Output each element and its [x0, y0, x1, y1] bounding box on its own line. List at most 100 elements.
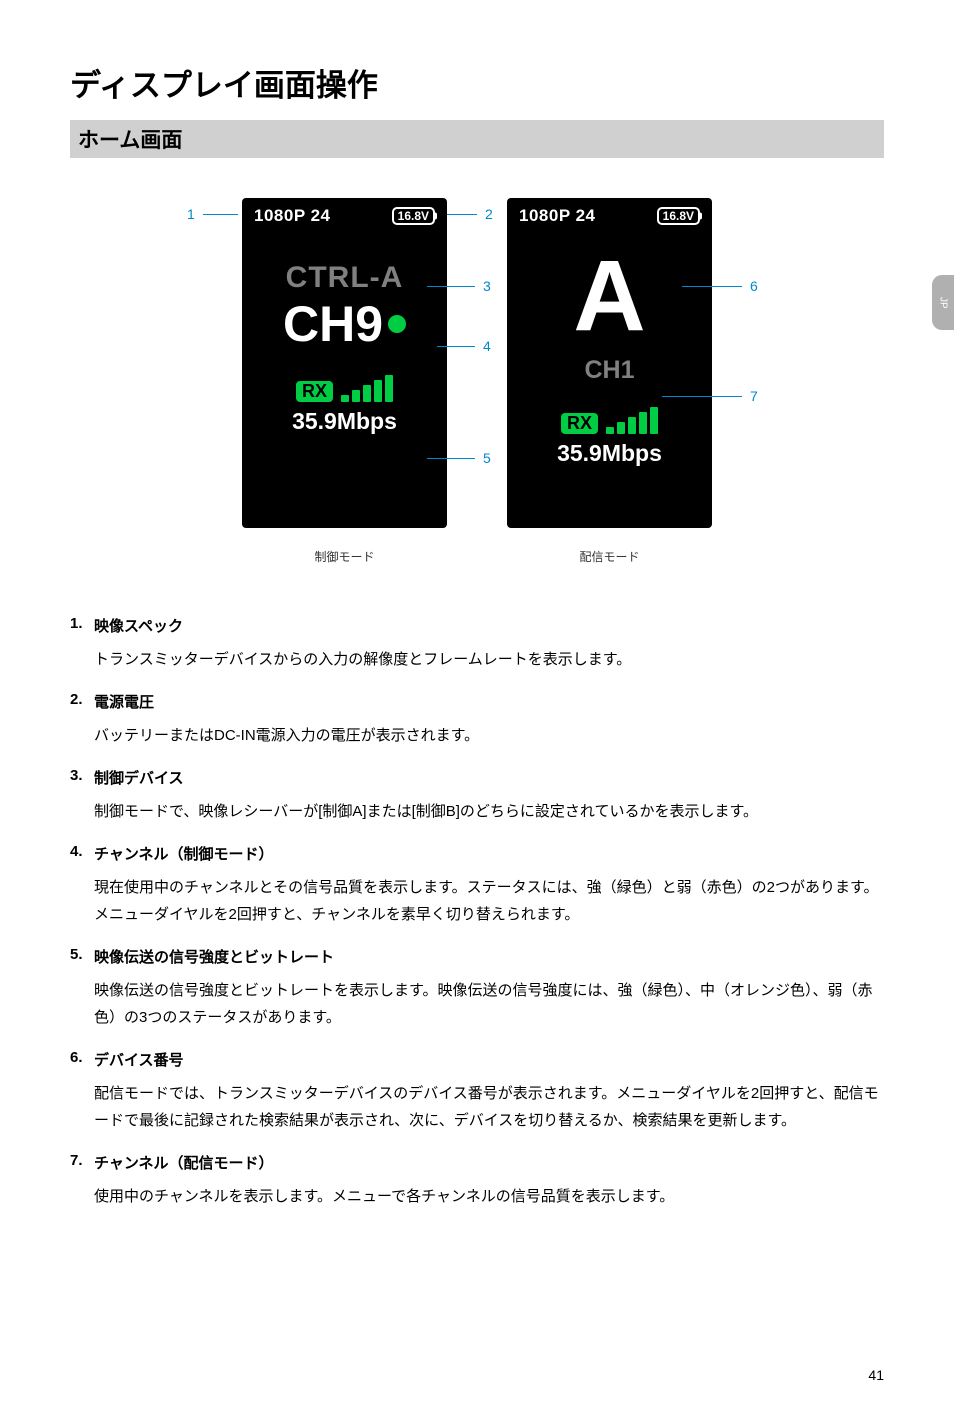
voltage-value: 16.8V [663, 209, 694, 223]
rx-badge: RX [296, 381, 333, 402]
signal-bar [617, 422, 625, 434]
callout-6: 6 [682, 278, 758, 294]
item-title: 7. チャンネル（配信モード） [70, 1152, 884, 1173]
signal-bars [341, 375, 393, 402]
video-spec: 1080P 24 [254, 206, 330, 226]
callout-1-num: 1 [187, 206, 195, 222]
callout-line [682, 286, 742, 287]
callout-line [437, 346, 475, 347]
channel-status-dot [388, 315, 406, 333]
voltage-value: 16.8V [398, 209, 429, 223]
screen-top-row: 1080P 24 16.8V [507, 206, 712, 226]
device-screen-control: 1080P 24 16.8V CTRL-A CH9 RX [242, 198, 447, 528]
signal-bar [352, 390, 360, 402]
displays-row: 1 1080P 24 16.8V CTRL-A CH9 R [70, 198, 884, 565]
item-title-text: 映像スペック [94, 615, 183, 636]
callout-line [427, 458, 475, 459]
callout-line [447, 214, 477, 215]
display-unit-control: 1 1080P 24 16.8V CTRL-A CH9 R [242, 198, 447, 565]
list-item: 7. チャンネル（配信モード） 使用中のチャンネルを表示します。メニューで各チャ… [70, 1152, 884, 1210]
list-item: 3. 制御デバイス 制御モードで、映像レシーバーが[制御A]または[制御B]のど… [70, 767, 884, 825]
callout-line [203, 214, 238, 215]
callout-3: 3 [427, 278, 491, 294]
item-title: 6. デバイス番号 [70, 1049, 884, 1070]
device-screen-broadcast: 1080P 24 16.8V A CH1 RX [507, 198, 712, 528]
item-title: 1. 映像スペック [70, 615, 884, 636]
language-tab: JP [932, 275, 954, 330]
signal-bar [650, 407, 658, 434]
mode-caption-control: 制御モード [314, 548, 374, 565]
item-desc: 使用中のチャンネルを表示します。メニューで各チャンネルの信号品質を表示します。 [70, 1183, 884, 1210]
channel-row: CH9 [283, 295, 406, 353]
page-title: ディスプレイ画面操作 [70, 60, 884, 105]
item-desc: 映像伝送の信号強度とビットレートを表示します。映像伝送の信号強度には、強（緑色）… [70, 977, 884, 1031]
callout-4: 4 [437, 338, 491, 354]
signal-bar [374, 380, 382, 402]
callout-4-num: 4 [483, 338, 491, 354]
item-title: 2. 電源電圧 [70, 691, 884, 712]
signal-bar [363, 385, 371, 402]
signal-bar [385, 375, 393, 402]
voltage-indicator: 16.8V [392, 207, 435, 225]
item-desc: 現在使用中のチャンネルとその信号品質を表示します。ステータスには、強（緑色）と弱… [70, 874, 884, 928]
callout-7-num: 7 [750, 388, 758, 404]
list-item: 4. チャンネル（制御モード） 現在使用中のチャンネルとその信号品質を表示します… [70, 843, 884, 928]
callout-5: 5 [427, 450, 491, 466]
item-title-text: 映像伝送の信号強度とビットレート [94, 946, 334, 967]
item-num: 4. [70, 843, 88, 864]
item-num: 2. [70, 691, 88, 712]
item-title-text: デバイス番号 [94, 1049, 184, 1070]
callout-7: 7 [662, 388, 758, 404]
item-title-text: 制御デバイス [94, 767, 184, 788]
signal-bars [606, 407, 658, 434]
signal-bar [341, 395, 349, 402]
item-title-text: チャンネル（配信モード） [94, 1152, 274, 1173]
callout-line [662, 396, 742, 397]
channel-label-broadcast: CH1 [584, 356, 634, 385]
list-item: 5. 映像伝送の信号強度とビットレート 映像伝送の信号強度とビットレートを表示し… [70, 946, 884, 1031]
callout-2: 2 [447, 206, 493, 222]
voltage-nub [434, 213, 437, 220]
section-header: ホーム画面 [70, 120, 884, 158]
voltage-indicator: 16.8V [657, 207, 700, 225]
mode-caption-broadcast: 配信モード [579, 548, 639, 565]
bitrate-label: 35.9Mbps [292, 408, 397, 435]
rx-row: RX [296, 375, 393, 402]
item-num: 1. [70, 615, 88, 636]
rx-row: RX [561, 407, 658, 434]
callout-6-num: 6 [750, 278, 758, 294]
bitrate-label: 35.9Mbps [557, 440, 662, 467]
screen-top-row: 1080P 24 16.8V [242, 206, 447, 226]
callout-5-num: 5 [483, 450, 491, 466]
callout-1: 1 [187, 206, 238, 222]
item-title-text: チャンネル（制御モード） [94, 843, 274, 864]
item-num: 3. [70, 767, 88, 788]
display-broadcast-wrapper: 1080P 24 16.8V A CH1 RX [507, 198, 712, 528]
item-title: 3. 制御デバイス [70, 767, 884, 788]
signal-bar [639, 412, 647, 434]
channel-label: CH9 [283, 295, 383, 353]
voltage-nub [699, 213, 702, 220]
list-item: 1. 映像スペック トランスミッターデバイスからの入力の解像度とフレームレートを… [70, 615, 884, 673]
item-title: 4. チャンネル（制御モード） [70, 843, 884, 864]
item-desc: 制御モードで、映像レシーバーが[制御A]または[制御B]のどちらに設定されている… [70, 798, 884, 825]
description-list: 1. 映像スペック トランスミッターデバイスからの入力の解像度とフレームレートを… [70, 615, 884, 1210]
item-desc: バッテリーまたはDC-IN電源入力の電圧が表示されます。 [70, 722, 884, 749]
item-desc: トランスミッターデバイスからの入力の解像度とフレームレートを表示します。 [70, 646, 884, 673]
callout-line [427, 286, 475, 287]
item-num: 7. [70, 1152, 88, 1173]
device-letter: A [573, 246, 645, 346]
list-item: 6. デバイス番号 配信モードでは、トランスミッターデバイスのデバイス番号が表示… [70, 1049, 884, 1134]
page-number: 41 [868, 1367, 884, 1383]
signal-bar [628, 417, 636, 434]
rx-badge: RX [561, 413, 598, 434]
callout-2-num: 2 [485, 206, 493, 222]
signal-bar [606, 427, 614, 434]
item-desc: 配信モードでは、トランスミッターデバイスのデバイス番号が表示されます。メニューダ… [70, 1080, 884, 1134]
item-num: 5. [70, 946, 88, 967]
control-label: CTRL-A [286, 261, 404, 295]
item-title-text: 電源電圧 [94, 691, 154, 712]
list-item: 2. 電源電圧 バッテリーまたはDC-IN電源入力の電圧が表示されます。 [70, 691, 884, 749]
display-unit-broadcast: 1080P 24 16.8V A CH1 RX [507, 198, 712, 565]
display-control-wrapper: 1 1080P 24 16.8V CTRL-A CH9 R [242, 198, 447, 528]
